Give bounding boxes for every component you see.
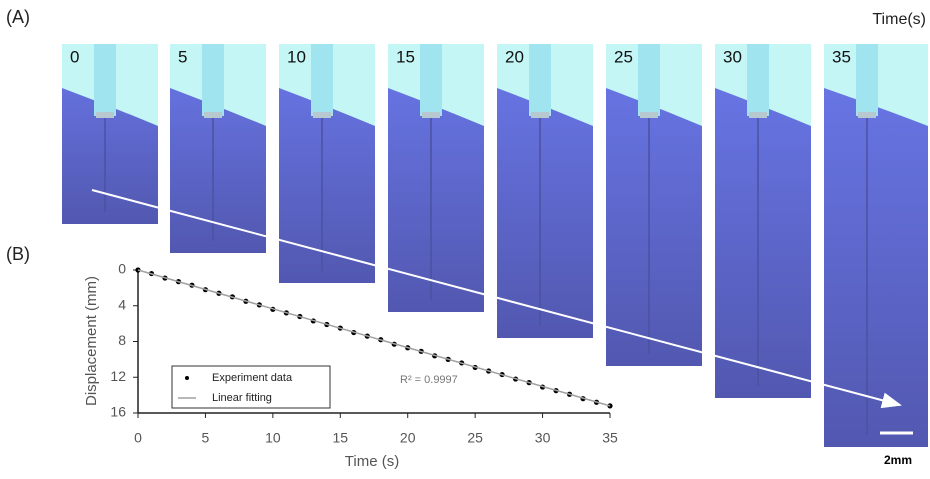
needle: [529, 44, 551, 116]
needle: [856, 44, 878, 116]
x-tick-label: 20: [400, 430, 416, 446]
needle-tip: [313, 112, 331, 118]
frame-label: 35: [832, 47, 851, 66]
x-tick-label: 5: [202, 430, 210, 446]
legend-label: Linear fitting: [212, 392, 272, 404]
x-tick-label: 15: [332, 430, 348, 446]
legend-label: Experiment data: [212, 372, 293, 384]
x-tick-label: 10: [265, 430, 281, 446]
x-tick-label: 35: [602, 430, 618, 446]
x-tick-label: 0: [134, 430, 142, 446]
needle: [638, 44, 660, 116]
panel-label: (B): [6, 244, 30, 264]
time-label: Time(s): [872, 11, 926, 28]
frame-label: 0: [70, 47, 79, 66]
annotation: R² = 0.9997: [400, 374, 458, 386]
frame-label: 25: [614, 47, 633, 66]
y-tick-label: 4: [118, 296, 126, 312]
frame-label: 5: [178, 47, 187, 66]
needle-tip: [531, 112, 549, 118]
panel-label: (A): [6, 7, 30, 27]
needle-tip: [640, 112, 658, 118]
x-axis-label: Time (s): [345, 453, 399, 470]
x-tick-label: 30: [535, 430, 551, 446]
frame-label: 20: [505, 47, 524, 66]
needle-tip: [96, 112, 114, 118]
figure: 0 5 10 15 20 25 30 35 2mm (A) Time(s) (B) Displ…: [0, 0, 930, 474]
frame-label: 30: [723, 47, 742, 66]
legend-marker: [185, 376, 189, 380]
needle: [311, 44, 333, 116]
y-tick-label: 0: [118, 261, 126, 277]
needle: [94, 44, 116, 116]
needle-tip: [422, 112, 440, 118]
needle: [747, 44, 769, 116]
needle-tip: [858, 112, 876, 118]
needle-tip: [204, 112, 222, 118]
needle: [420, 44, 442, 116]
x-tick-label: 25: [467, 430, 483, 446]
needle: [202, 44, 224, 116]
y-tick-label: 8: [118, 332, 126, 348]
frame-label: 10: [287, 47, 306, 66]
y-tick-label: 12: [110, 368, 126, 384]
scale-bar-label: 2mm: [884, 453, 912, 467]
frame-label: 15: [396, 47, 415, 66]
needle-tip: [749, 112, 767, 118]
y-axis-label: Displacement (mm): [83, 276, 100, 406]
y-tick-label: 16: [110, 404, 126, 420]
